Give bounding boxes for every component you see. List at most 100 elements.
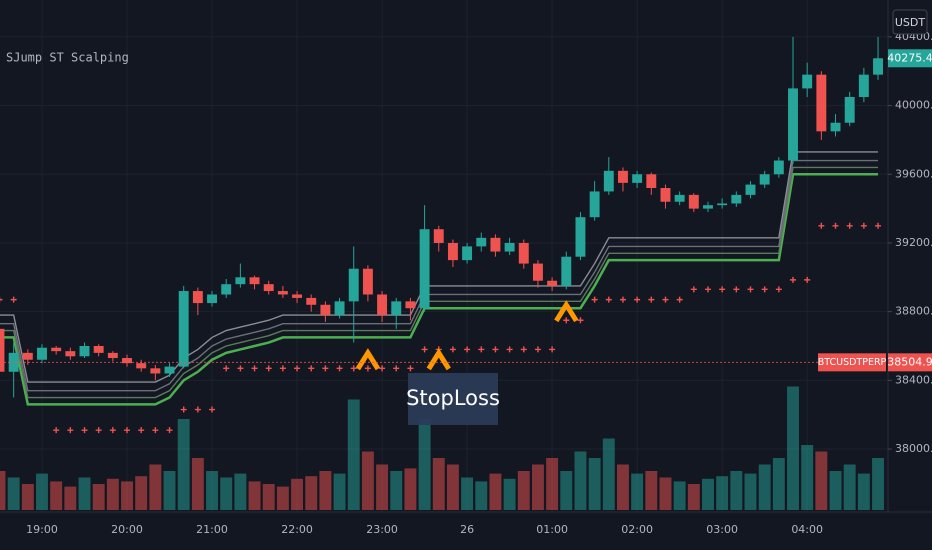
volume-bar xyxy=(517,471,530,510)
candle-body xyxy=(816,74,827,132)
candle-body xyxy=(532,263,543,281)
candle-body xyxy=(703,205,713,209)
volume-bar xyxy=(801,445,814,510)
stop-marker xyxy=(336,365,343,372)
candle-body xyxy=(0,328,5,372)
stop-marker xyxy=(152,427,159,434)
signal-chevron xyxy=(426,348,451,371)
stop-marker xyxy=(421,346,428,353)
signal-chevron xyxy=(554,300,579,323)
volume-bar xyxy=(843,464,856,510)
volume-bar xyxy=(602,438,615,510)
y-tick-label: 40000.0 xyxy=(895,99,932,112)
symbol-name: BTCUSDTPERP xyxy=(818,357,887,368)
x-tick-label: 20:00 xyxy=(111,523,143,536)
candle-body xyxy=(731,194,742,204)
stop-marker xyxy=(733,286,740,293)
candle-body xyxy=(221,284,232,295)
candle-body xyxy=(306,297,317,305)
volume-bar xyxy=(163,471,176,510)
volume-bar xyxy=(659,477,672,510)
stop-marker xyxy=(223,365,230,372)
candle-body xyxy=(547,280,558,286)
volume-bar xyxy=(489,473,502,510)
currency[interactable]: USDT xyxy=(895,16,926,29)
stop-marker xyxy=(407,365,414,372)
x-tick-label: 22:00 xyxy=(281,523,313,536)
stop-marker xyxy=(662,296,669,303)
volume-bar xyxy=(7,477,20,510)
volume-bar xyxy=(702,478,714,510)
stop-marker xyxy=(704,286,711,293)
volume-bar xyxy=(149,464,162,510)
candle-body xyxy=(22,352,33,360)
stop-marker xyxy=(350,365,357,372)
candle-body xyxy=(391,301,402,316)
stop-marker xyxy=(464,346,471,353)
candle-body xyxy=(79,346,90,357)
candle-body xyxy=(150,368,161,374)
candle-body xyxy=(745,184,756,195)
stop-marker xyxy=(379,365,386,372)
stop-marker xyxy=(279,365,286,372)
indicator-title: SJump ST Scalping xyxy=(6,51,129,65)
stop-marker xyxy=(166,427,173,434)
stop-marker xyxy=(81,427,88,434)
volume-bar xyxy=(191,458,204,510)
x-tick-label: 23:00 xyxy=(366,523,398,536)
volume-bar xyxy=(206,471,218,510)
volume-bar xyxy=(631,473,644,510)
candle-body xyxy=(433,229,444,243)
stop-marker xyxy=(67,427,74,434)
stop-marker xyxy=(761,286,768,293)
y-tick-label: 38400.0 xyxy=(895,373,932,386)
stop-marker xyxy=(506,346,513,353)
stop-marker xyxy=(393,365,400,372)
candle-body xyxy=(589,191,600,218)
volume-bar xyxy=(92,484,105,510)
stop-marker xyxy=(449,346,456,353)
candle-body xyxy=(858,74,869,97)
volume-bar xyxy=(64,486,77,510)
volume-bar xyxy=(744,473,757,510)
candle-body xyxy=(844,96,855,123)
candle-body xyxy=(249,277,260,285)
annotation-box xyxy=(408,373,498,425)
candle-body xyxy=(277,291,288,295)
volume-bar xyxy=(716,476,729,510)
x-tick-label: 26 xyxy=(460,523,474,536)
volume-bar xyxy=(177,419,190,510)
candle-body xyxy=(788,88,798,161)
volume-bar xyxy=(446,464,459,510)
candle-body xyxy=(37,347,47,360)
candle-body xyxy=(107,352,118,359)
y-tick-label: 38000.0 xyxy=(895,442,932,455)
stop-marker xyxy=(832,222,839,229)
stop-marker xyxy=(364,365,371,372)
volume-bar xyxy=(432,458,445,510)
stop-marker xyxy=(605,296,612,303)
stop-marker xyxy=(109,427,116,434)
annotations: BTCUSDTPERP 38504.9 40275.4 StopLoss xyxy=(406,49,932,425)
stop-marker xyxy=(534,346,541,353)
candle-body xyxy=(320,304,331,316)
candle-body xyxy=(561,256,572,286)
candle-body xyxy=(164,366,175,374)
stop-marker xyxy=(53,427,60,434)
volume-bar xyxy=(291,478,304,510)
candle-body xyxy=(518,242,529,264)
volume-bar xyxy=(588,458,601,510)
candle-body xyxy=(830,122,841,132)
currency-box[interactable] xyxy=(892,9,928,35)
stop-marker xyxy=(478,346,485,353)
volume-bar xyxy=(319,471,332,510)
volume-bar xyxy=(220,477,233,510)
candle-body xyxy=(603,170,614,192)
candle-body xyxy=(504,242,515,252)
volume-bar xyxy=(730,471,743,510)
y-tick-label: 39200.0 xyxy=(895,236,932,249)
stop-marker xyxy=(860,222,867,229)
volume-bar xyxy=(531,464,544,510)
candle-body xyxy=(348,268,359,302)
candle-body xyxy=(773,160,784,175)
